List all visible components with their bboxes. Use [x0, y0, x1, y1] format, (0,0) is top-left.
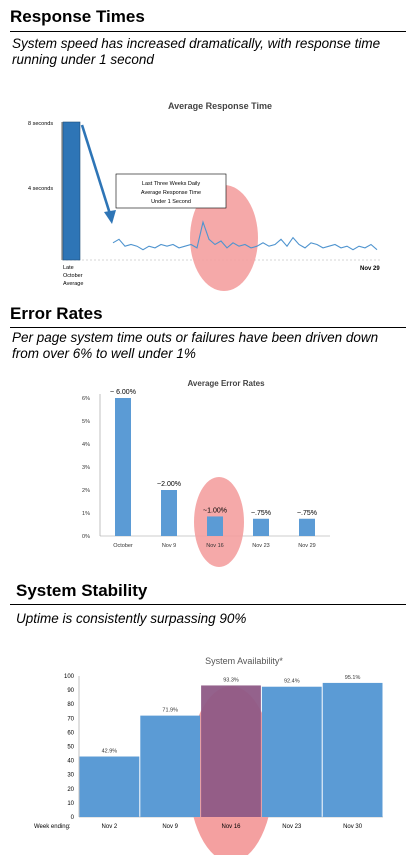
availability-ytick: 100 — [64, 674, 75, 680]
errors-ytick: 0% — [82, 534, 90, 540]
errors-category-label: Nov 9 — [162, 543, 176, 549]
availability-ytick: 0 — [71, 815, 75, 821]
availability-bar — [322, 682, 383, 817]
errors-ytick: 5% — [82, 419, 90, 425]
errors-data-label: ~2.00% — [157, 481, 181, 488]
availability-ytick: 60 — [67, 730, 74, 736]
errors-category-label: October — [113, 543, 133, 549]
response-chart-title: Average Response Time — [168, 101, 272, 111]
availability-bar — [140, 715, 201, 817]
annotation-line-3: Under 1 Second — [151, 199, 191, 205]
stability-subtitle: Uptime is consistently surpassing 90% — [16, 611, 247, 626]
availability-ytick: 20 — [67, 787, 74, 793]
errors-subtitle: Per page system time outs or failures ha… — [12, 330, 379, 361]
availability-ytick: 30 — [67, 773, 74, 779]
errors-category-label: Nov 29 — [298, 543, 315, 549]
errors-chart-title: Average Error Rates — [187, 379, 265, 388]
errors-bar — [207, 516, 223, 536]
stability-header: System Stability — [10, 581, 406, 605]
response-ytick-8: 8 seconds — [28, 121, 53, 127]
availability-chart-title: System Availability* — [205, 656, 283, 666]
availability-bar — [79, 756, 140, 817]
errors-bar — [115, 398, 131, 536]
availability-ytick: 80 — [67, 702, 74, 708]
errors-ytick: 3% — [82, 465, 90, 471]
availability-xlabel: Week ending: — [34, 824, 71, 830]
response-arrow-shaft — [80, 124, 112, 215]
errors-ytick: 6% — [82, 396, 90, 402]
error-rate-chart: Average Error Rates 0% 1% 2% 3% 4% 5% 6% ~ 6.00… — [82, 379, 330, 567]
availability-chart: System Availability* 0 10 20 30 40 50 60 70 80 90… — [34, 656, 383, 855]
response-annotation: Last Three Weeks Daily Average Response … — [115, 173, 227, 209]
response-header: Response Times — [10, 7, 406, 32]
response-ytick-4: 4 seconds — [28, 186, 53, 192]
availability-ytick: 10 — [67, 801, 74, 807]
availability-category-label: Nov 9 — [162, 824, 178, 830]
availability-category-label: Nov 23 — [282, 824, 302, 830]
errors-data-label: ~1.00% — [203, 507, 227, 514]
stability-title: System Stability — [16, 581, 148, 600]
availability-data-label: 95.1% — [345, 675, 361, 681]
errors-ytick: 2% — [82, 488, 90, 494]
availability-category-label: Nov 30 — [343, 824, 363, 830]
errors-bar — [161, 490, 177, 536]
availability-data-label: 92.4% — [284, 679, 300, 685]
errors-header: Error Rates — [10, 304, 406, 328]
late-october-bar — [62, 121, 81, 261]
errors-bar — [299, 518, 315, 536]
response-bar-label-3: Average — [63, 281, 83, 287]
response-daily-line — [112, 220, 378, 251]
errors-data-label: ~ 6.00% — [110, 389, 136, 396]
errors-title: Error Rates — [10, 304, 103, 323]
availability-data-label: 42.9% — [102, 749, 118, 755]
availability-ytick: 50 — [67, 745, 74, 751]
errors-category-label: Nov 16 — [206, 543, 223, 549]
errors-ytick: 1% — [82, 511, 90, 517]
availability-bar — [201, 685, 261, 817]
errors-category-label: Nov 23 — [252, 543, 269, 549]
response-title: Response Times — [10, 7, 145, 26]
annotation-line-2: Average Response Time — [141, 190, 201, 196]
availability-category-label: Nov 2 — [102, 824, 118, 830]
availability-category-label: Nov 16 — [221, 824, 241, 830]
errors-data-label: ~.75% — [297, 510, 317, 517]
response-highlight-ellipse — [190, 185, 258, 291]
errors-bar — [253, 518, 269, 536]
response-x-end-label: Nov 29 — [360, 266, 380, 272]
response-bar-label-2: October — [63, 273, 83, 279]
response-subtitle: System speed has increased dramatically,… — [12, 36, 381, 67]
availability-bar — [261, 686, 322, 817]
errors-data-label: ~.75% — [251, 510, 271, 517]
response-arrow-head — [104, 210, 116, 224]
errors-ytick: 4% — [82, 442, 90, 448]
response-bar-label-1: Late — [63, 265, 74, 271]
annotation-line-1: Last Three Weeks Daily — [142, 181, 200, 187]
availability-ytick: 40 — [67, 759, 74, 765]
availability-data-label: 93.3% — [223, 677, 239, 683]
response-time-chart: Average Response Time 8 seconds 4 second… — [28, 101, 380, 291]
availability-ytick: 70 — [67, 716, 74, 722]
availability-data-label: 71.9% — [162, 708, 178, 714]
availability-ytick: 90 — [67, 688, 74, 694]
